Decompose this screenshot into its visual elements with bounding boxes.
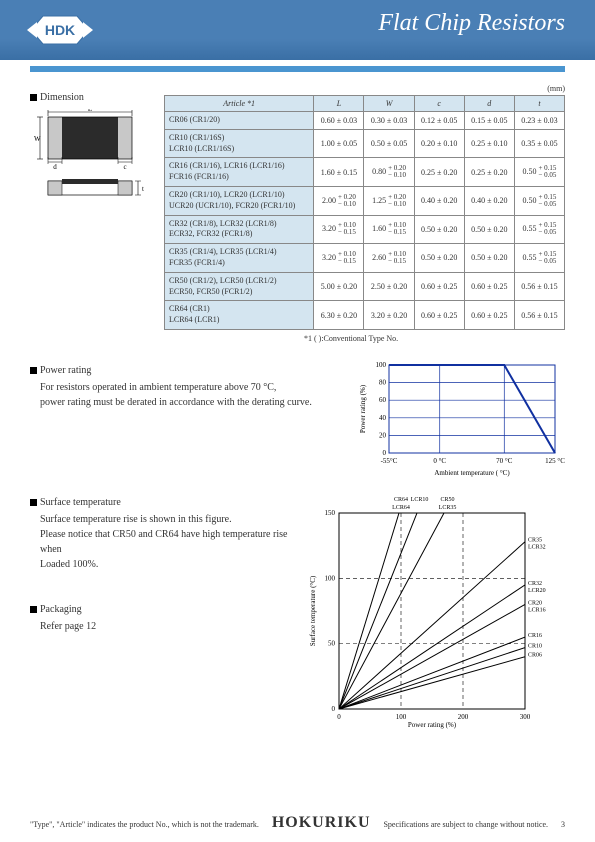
table-header: Article *1	[165, 96, 314, 112]
svg-text:100: 100	[325, 574, 336, 582]
svg-text:20: 20	[379, 431, 387, 439]
table-row: CR32 (CR1/8), LCR32 (LCR1/8) ECR32, FCR3…	[165, 215, 565, 244]
svg-text:LCR10: LCR10	[411, 497, 429, 503]
footer-left: "Type", "Article" indicates the product …	[30, 820, 259, 829]
svg-text:t: t	[142, 185, 144, 193]
svg-text:LCR20: LCR20	[528, 588, 546, 594]
svg-text:300: 300	[520, 713, 531, 721]
dimension-diagram: L W d c	[30, 109, 150, 211]
svg-text:LCR64: LCR64	[392, 505, 410, 511]
table-row: CR64 (CR1) LCR64 (LCR1)6.30 ± 0.203.20 ±…	[165, 301, 565, 330]
svg-text:70 °C: 70 °C	[496, 457, 513, 465]
surface-temp-chart: 0 100 200 300 0 50 100 150 CR64 LCR64LCR10 CR50 LCR…	[305, 489, 565, 731]
svg-text:c: c	[123, 163, 126, 171]
svg-text:HDK: HDK	[45, 22, 75, 38]
header-accent-bar	[30, 66, 565, 72]
svg-text:CR06: CR06	[528, 653, 542, 659]
svg-text:60: 60	[379, 396, 387, 404]
svg-text:Power rating (%): Power rating (%)	[408, 721, 457, 729]
page-footer: "Type", "Article" indicates the product …	[0, 814, 595, 832]
svg-text:0: 0	[332, 705, 336, 713]
svg-text:d: d	[53, 163, 57, 171]
table-row: CR35 (CR1/4), LCR35 (LCR1/4) FCR35 (FCR1…	[165, 244, 565, 273]
svg-text:CR20: CR20	[528, 600, 542, 606]
table-row: CR10 (CR1/16S) LCR10 (LCR1/16S)1.00 ± 0.…	[165, 129, 565, 158]
table-row: CR20 (CR1/10), LCR20 (LCR1/10) UCR20 (UC…	[165, 186, 565, 215]
dimension-table: Article *1LWcdt CR06 (CR1/20)0.60 ± 0.03…	[164, 95, 565, 330]
dimension-note: *1 ( ):Conventional Type No.	[164, 334, 565, 343]
table-header: t	[514, 96, 564, 112]
svg-text:Surface temperature (°C): Surface temperature (°C)	[309, 575, 317, 646]
svg-text:125 °C: 125 °C	[545, 457, 565, 465]
footer-right: Specifications are subject to change wit…	[383, 820, 548, 829]
derating-chart: 0 20 40 60 80 100 -55°C 0 °C 70 °C 125 °C Ambient …	[355, 357, 565, 479]
svg-text:CR50: CR50	[440, 497, 454, 503]
footer-brand: HOKURIKU	[272, 814, 371, 832]
table-header: W	[364, 96, 414, 112]
table-header: d	[464, 96, 514, 112]
page-number: 3	[561, 820, 565, 829]
svg-text:Ambient temperature ( °C): Ambient temperature ( °C)	[434, 469, 510, 477]
svg-text:CR32: CR32	[528, 581, 542, 587]
svg-text:CR35: CR35	[528, 538, 542, 544]
dimension-heading: Dimension	[30, 92, 150, 103]
svg-text:CR16: CR16	[528, 633, 542, 639]
svg-text:100: 100	[396, 713, 407, 721]
svg-text:CR10: CR10	[528, 644, 542, 650]
svg-text:LCR16: LCR16	[528, 607, 546, 613]
page-title: Flat Chip Resistors	[378, 10, 565, 37]
table-row: CR06 (CR1/20)0.60 ± 0.030.30 ± 0.030.12 …	[165, 112, 565, 130]
surface-temp-text: Surface temperature rise is shown in thi…	[40, 512, 295, 572]
packaging-text: Refer page 12	[40, 619, 295, 634]
svg-text:LCR35: LCR35	[439, 505, 457, 511]
unit-label: (mm)	[164, 84, 565, 93]
svg-text:200: 200	[458, 713, 469, 721]
power-rating-heading: Power rating	[30, 365, 345, 376]
svg-text:Power rating (%): Power rating (%)	[359, 384, 367, 433]
hdk-logo: HDK	[25, 12, 95, 48]
svg-text:0: 0	[383, 449, 387, 457]
svg-text:150: 150	[325, 509, 336, 517]
svg-text:L: L	[88, 109, 92, 113]
surface-temp-heading: Surface temperature	[30, 497, 295, 508]
svg-text:50: 50	[328, 640, 336, 648]
svg-text:-55°C: -55°C	[381, 457, 398, 465]
svg-text:W: W	[34, 135, 41, 143]
table-row: CR16 (CR1/16), LCR16 (LCR1/16) FCR16 (FC…	[165, 158, 565, 187]
table-header: c	[414, 96, 464, 112]
svg-text:CR64: CR64	[394, 497, 408, 503]
svg-text:100: 100	[376, 361, 387, 369]
power-rating-text: For resistors operated in ambient temper…	[40, 380, 345, 410]
svg-text:0: 0	[337, 713, 341, 721]
svg-text:40: 40	[379, 414, 387, 422]
packaging-heading: Packaging	[30, 604, 295, 615]
table-row: CR50 (CR1/2), LCR50 (LCR1/2) ECR50, FCR5…	[165, 272, 565, 301]
page-header: HDK Flat Chip Resistors	[0, 0, 595, 60]
table-header: L	[314, 96, 364, 112]
svg-text:80: 80	[379, 379, 387, 387]
svg-text:LCR32: LCR32	[528, 545, 546, 551]
svg-text:0 °C: 0 °C	[433, 457, 446, 465]
